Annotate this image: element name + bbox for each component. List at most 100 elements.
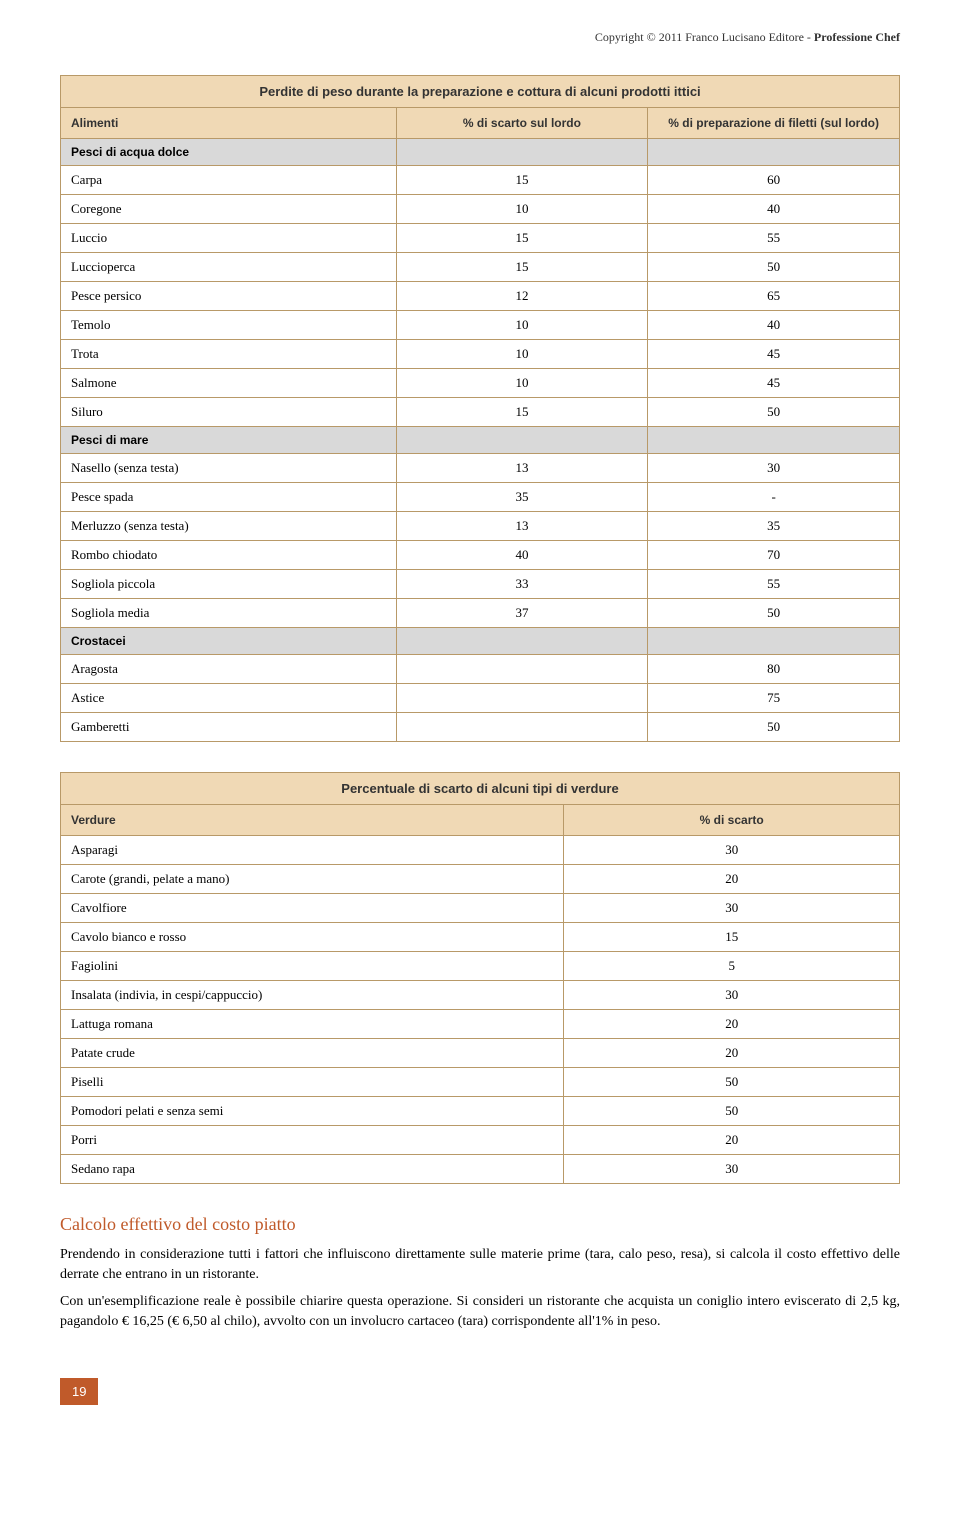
row-label: Porri <box>61 1126 564 1155</box>
row-label: Pesce spada <box>61 483 397 512</box>
table-row: Porri20 <box>61 1126 900 1155</box>
table1-col-scarto: % di scarto sul lordo <box>396 108 648 139</box>
row-label: Sedano rapa <box>61 1155 564 1184</box>
table-row: Luccio1555 <box>61 224 900 253</box>
row-value-scarto <box>396 684 648 713</box>
row-label: Luccio <box>61 224 397 253</box>
row-value-filetti: 45 <box>648 340 900 369</box>
fish-loss-table: Perdite di peso durante la preparazione … <box>60 75 900 742</box>
table-row: Astice75 <box>61 684 900 713</box>
section-empty <box>396 139 648 166</box>
row-value-filetti: 60 <box>648 166 900 195</box>
section-empty <box>648 139 900 166</box>
row-label: Patate crude <box>61 1039 564 1068</box>
row-label: Merluzzo (senza testa) <box>61 512 397 541</box>
row-label: Nasello (senza testa) <box>61 454 397 483</box>
table-row: Cavolfiore30 <box>61 894 900 923</box>
row-label: Cavolo bianco e rosso <box>61 923 564 952</box>
row-value-filetti: 40 <box>648 311 900 340</box>
row-value-filetti: 50 <box>648 253 900 282</box>
row-label: Sogliola piccola <box>61 570 397 599</box>
row-value: 30 <box>564 981 900 1010</box>
row-value: 20 <box>564 865 900 894</box>
table-section-row: Pesci di mare <box>61 427 900 454</box>
vegetable-waste-table: Percentuale di scarto di alcuni tipi di … <box>60 772 900 1184</box>
row-value-scarto: 35 <box>396 483 648 512</box>
table-row: Luccioperca1550 <box>61 253 900 282</box>
row-value-filetti: - <box>648 483 900 512</box>
table-row: Nasello (senza testa)1330 <box>61 454 900 483</box>
row-value: 5 <box>564 952 900 981</box>
row-value-filetti: 65 <box>648 282 900 311</box>
table-row: Sogliola piccola3355 <box>61 570 900 599</box>
table-row: Lattuga romana20 <box>61 1010 900 1039</box>
row-value: 20 <box>564 1039 900 1068</box>
row-value: 15 <box>564 923 900 952</box>
row-label: Sogliola media <box>61 599 397 628</box>
row-value: 50 <box>564 1097 900 1126</box>
row-value: 20 <box>564 1010 900 1039</box>
row-label: Rombo chiodato <box>61 541 397 570</box>
table-row: Sedano rapa30 <box>61 1155 900 1184</box>
row-label: Pomodori pelati e senza semi <box>61 1097 564 1126</box>
table-row: Carote (grandi, pelate a mano)20 <box>61 865 900 894</box>
row-label: Astice <box>61 684 397 713</box>
row-label: Carote (grandi, pelate a mano) <box>61 865 564 894</box>
row-value-scarto <box>396 713 648 742</box>
row-value-filetti: 50 <box>648 599 900 628</box>
section-label: Pesci di acqua dolce <box>61 139 397 166</box>
row-value-scarto: 10 <box>396 311 648 340</box>
table-row: Pesce persico1265 <box>61 282 900 311</box>
table-row: Trota1045 <box>61 340 900 369</box>
row-value-filetti: 55 <box>648 570 900 599</box>
row-value-scarto: 10 <box>396 340 648 369</box>
section-label: Crostacei <box>61 628 397 655</box>
row-label: Gamberetti <box>61 713 397 742</box>
table2-title: Percentuale di scarto di alcuni tipi di … <box>61 773 900 805</box>
table-row: Gamberetti50 <box>61 713 900 742</box>
row-label: Temolo <box>61 311 397 340</box>
table-row: Patate crude20 <box>61 1039 900 1068</box>
table-row: Merluzzo (senza testa)1335 <box>61 512 900 541</box>
row-label: Siluro <box>61 398 397 427</box>
row-label: Salmone <box>61 369 397 398</box>
row-value-scarto: 15 <box>396 224 648 253</box>
row-value-filetti: 35 <box>648 512 900 541</box>
section-label: Pesci di mare <box>61 427 397 454</box>
table1-col-filetti: % di preparazione di filetti (sul lordo) <box>648 108 900 139</box>
table-row: Carpa1560 <box>61 166 900 195</box>
table2-col-scarto: % di scarto <box>564 805 900 836</box>
table2-col-verdure: Verdure <box>61 805 564 836</box>
table-row: Pesce spada35- <box>61 483 900 512</box>
table-row: Siluro1550 <box>61 398 900 427</box>
table1-col-alimenti: Alimenti <box>61 108 397 139</box>
row-label: Lattuga romana <box>61 1010 564 1039</box>
table-row: Piselli50 <box>61 1068 900 1097</box>
row-value-scarto: 15 <box>396 166 648 195</box>
row-value-scarto: 37 <box>396 599 648 628</box>
row-value-scarto: 15 <box>396 398 648 427</box>
table-row: Salmone1045 <box>61 369 900 398</box>
row-label: Carpa <box>61 166 397 195</box>
row-value-scarto: 10 <box>396 369 648 398</box>
row-label: Aragosta <box>61 655 397 684</box>
row-value: 30 <box>564 1155 900 1184</box>
table-section-row: Crostacei <box>61 628 900 655</box>
copyright-line: Copyright © 2011 Franco Lucisano Editore… <box>60 30 900 45</box>
row-label: Asparagi <box>61 836 564 865</box>
table-row: Insalata (indivia, in cespi/cappuccio)30 <box>61 981 900 1010</box>
row-value: 20 <box>564 1126 900 1155</box>
row-value: 30 <box>564 836 900 865</box>
row-value-scarto: 40 <box>396 541 648 570</box>
row-value-scarto: 12 <box>396 282 648 311</box>
row-value-filetti: 50 <box>648 398 900 427</box>
row-value: 30 <box>564 894 900 923</box>
row-value-scarto <box>396 655 648 684</box>
row-value-filetti: 80 <box>648 655 900 684</box>
row-label: Pesce persico <box>61 282 397 311</box>
section-empty <box>396 427 648 454</box>
table-row: Sogliola media3750 <box>61 599 900 628</box>
row-value-filetti: 70 <box>648 541 900 570</box>
row-value-scarto: 10 <box>396 195 648 224</box>
copyright-text: Copyright © 2011 Franco Lucisano Editore… <box>595 30 814 44</box>
